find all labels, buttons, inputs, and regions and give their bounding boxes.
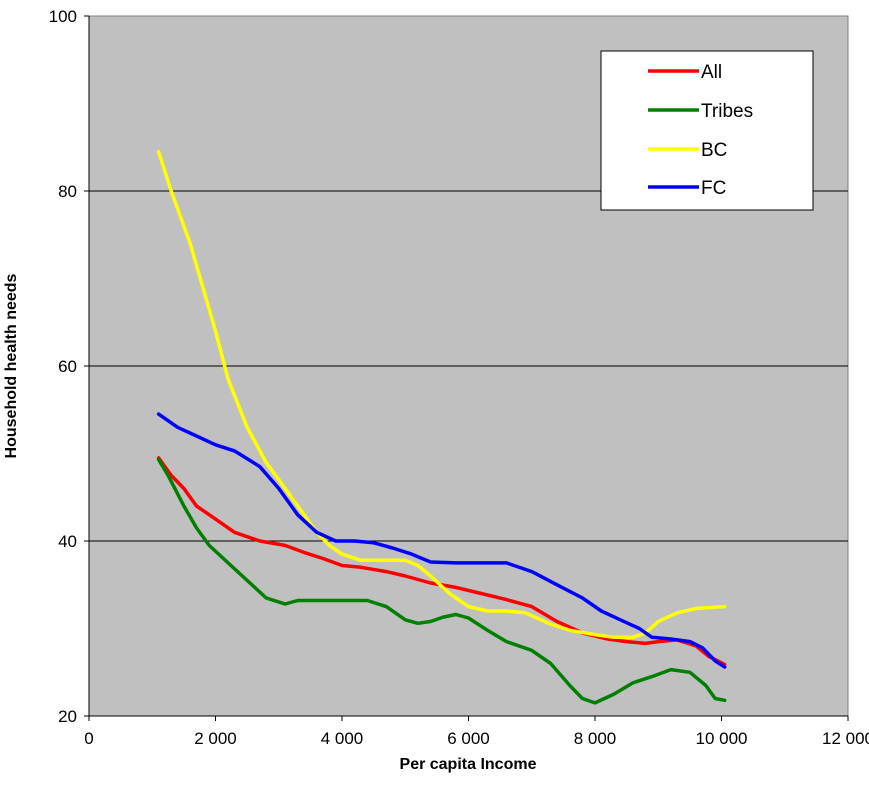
legend-label-tribes: Tribes [701, 101, 753, 122]
legend-label-all: All [701, 62, 722, 83]
y-tick-label-4: 100 [49, 7, 77, 26]
y-tick-label-3: 80 [58, 182, 77, 201]
series-line-fc [156, 412, 727, 669]
x-tick-label-1: 2 000 [194, 729, 237, 748]
legend: All Tribes BC FC [600, 50, 814, 211]
y-tick-label-0: 20 [58, 707, 77, 726]
series-layer [156, 149, 727, 705]
y-tick-label-2: 60 [58, 357, 77, 376]
y-tick-label-1: 40 [58, 532, 77, 551]
x-tick-label-5: 10 000 [696, 729, 748, 748]
x-tick-label-4: 8 000 [574, 729, 617, 748]
legend-box [600, 50, 814, 211]
legend-label-bc: BC [701, 140, 727, 161]
x-axis-title: Per capita Income [400, 756, 537, 773]
series-line-bc [156, 149, 727, 640]
x-ticks: 0 2 000 4 000 6 000 8 000 10 000 12 000 [84, 716, 869, 748]
series-line-tribes [156, 457, 727, 705]
y-axis-title: Household health needs [3, 273, 20, 458]
legend-label-fc: FC [701, 178, 726, 199]
y-ticks: 20 40 60 80 100 [49, 7, 89, 726]
series-line-all [156, 456, 727, 667]
x-tick-label-3: 6 000 [447, 729, 490, 748]
x-tick-label-6: 12 000 [822, 729, 869, 748]
x-tick-label-0: 0 [84, 729, 93, 748]
x-tick-label-2: 4 000 [321, 729, 364, 748]
